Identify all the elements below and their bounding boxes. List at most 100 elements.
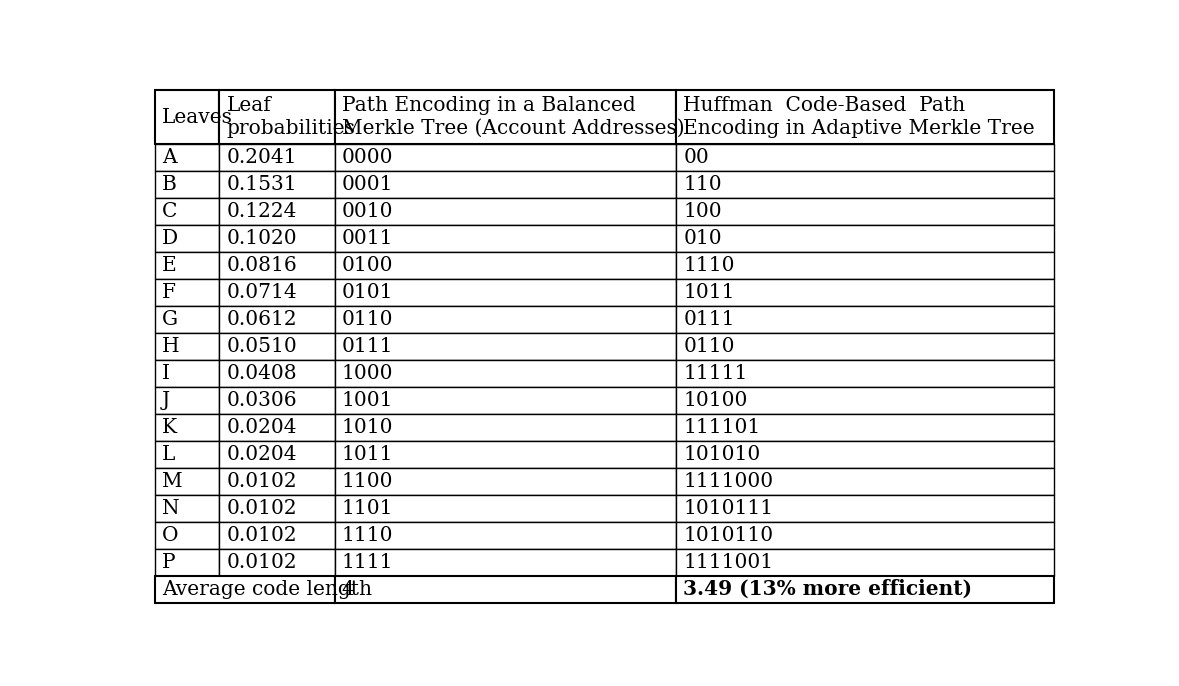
Bar — [219, 333, 335, 360]
Bar — [154, 333, 219, 360]
Bar — [677, 144, 1054, 171]
Bar — [677, 576, 1054, 602]
Text: N: N — [162, 499, 179, 518]
Bar — [219, 441, 335, 468]
Bar — [677, 549, 1054, 576]
Bar — [219, 306, 335, 333]
Bar — [219, 468, 335, 495]
Text: 0011: 0011 — [342, 229, 394, 248]
Text: 3.49 (13% more efficient): 3.49 (13% more efficient) — [684, 579, 973, 599]
Text: A: A — [162, 148, 177, 167]
Text: 0.0102: 0.0102 — [226, 472, 297, 490]
Text: 1110: 1110 — [684, 256, 735, 275]
Bar — [677, 279, 1054, 306]
Text: 100: 100 — [684, 202, 722, 221]
Text: J: J — [162, 391, 170, 410]
Text: 1100: 1100 — [342, 472, 394, 490]
Bar — [154, 522, 219, 549]
Text: 101010: 101010 — [684, 445, 760, 464]
Bar — [219, 171, 335, 198]
Text: 1111000: 1111000 — [684, 472, 773, 490]
Text: 0111: 0111 — [342, 337, 394, 356]
Text: L: L — [162, 445, 176, 464]
Bar — [335, 225, 677, 252]
Text: 1010: 1010 — [342, 418, 394, 437]
Bar — [219, 252, 335, 279]
Text: 0.1224: 0.1224 — [226, 202, 297, 221]
Text: F: F — [162, 283, 176, 302]
Text: 00: 00 — [684, 148, 710, 167]
Text: 0.0204: 0.0204 — [226, 445, 297, 464]
Text: 0001: 0001 — [342, 175, 394, 194]
Bar — [335, 414, 677, 441]
Bar — [335, 144, 677, 171]
Bar — [219, 549, 335, 576]
Text: 0.0102: 0.0102 — [226, 553, 297, 571]
Text: 0.0714: 0.0714 — [226, 283, 297, 302]
Bar — [335, 333, 677, 360]
Text: 0.0408: 0.0408 — [226, 364, 297, 383]
Bar — [154, 549, 219, 576]
Bar — [219, 495, 335, 522]
Bar — [677, 360, 1054, 387]
Text: 0.0612: 0.0612 — [226, 310, 297, 329]
Text: 4: 4 — [342, 580, 355, 599]
Text: 0.1020: 0.1020 — [226, 229, 297, 248]
Text: 010: 010 — [684, 229, 722, 248]
Text: K: K — [162, 418, 177, 437]
Bar — [677, 441, 1054, 468]
Text: 11111: 11111 — [684, 364, 747, 383]
Text: Leaves: Leaves — [162, 108, 233, 127]
Bar — [335, 91, 677, 144]
Bar — [154, 144, 219, 171]
Text: C: C — [162, 202, 177, 221]
Text: 0111: 0111 — [684, 310, 735, 329]
Bar — [219, 91, 335, 144]
Bar — [335, 306, 677, 333]
Text: 0110: 0110 — [342, 310, 394, 329]
Bar — [677, 91, 1054, 144]
Bar — [219, 522, 335, 549]
Bar — [335, 252, 677, 279]
Text: P: P — [162, 553, 176, 571]
Bar — [219, 414, 335, 441]
Text: 10100: 10100 — [684, 391, 747, 410]
Bar — [154, 198, 219, 225]
Bar — [154, 279, 219, 306]
Bar — [154, 495, 219, 522]
Bar — [154, 414, 219, 441]
Bar — [154, 225, 219, 252]
Text: 0.2041: 0.2041 — [226, 148, 297, 167]
Bar — [335, 279, 677, 306]
Text: O: O — [162, 525, 178, 545]
Bar — [154, 306, 219, 333]
Bar — [677, 333, 1054, 360]
Bar — [219, 198, 335, 225]
Text: 1111: 1111 — [342, 553, 394, 571]
Bar — [219, 360, 335, 387]
Text: 0000: 0000 — [342, 148, 394, 167]
Bar — [154, 387, 219, 414]
Text: 0.0510: 0.0510 — [226, 337, 297, 356]
Bar — [677, 171, 1054, 198]
Bar — [219, 387, 335, 414]
Text: 1110: 1110 — [342, 525, 394, 545]
Text: 1001: 1001 — [342, 391, 394, 410]
Text: Huffman  Code-Based  Path
Encoding in Adaptive Merkle Tree: Huffman Code-Based Path Encoding in Adap… — [684, 96, 1035, 138]
Bar — [154, 441, 219, 468]
Text: G: G — [162, 310, 178, 329]
Bar — [677, 306, 1054, 333]
Text: 0100: 0100 — [342, 256, 394, 275]
Bar — [677, 522, 1054, 549]
Bar — [335, 171, 677, 198]
Bar — [335, 360, 677, 387]
Bar — [677, 225, 1054, 252]
Text: Path Encoding in a Balanced
Merkle Tree (Account Addresses): Path Encoding in a Balanced Merkle Tree … — [342, 96, 685, 138]
Text: 0.0204: 0.0204 — [226, 418, 297, 437]
Bar — [335, 198, 677, 225]
Bar — [154, 360, 219, 387]
Bar — [677, 387, 1054, 414]
Text: 110: 110 — [684, 175, 722, 194]
Text: 1010111: 1010111 — [684, 499, 773, 518]
Bar — [335, 441, 677, 468]
